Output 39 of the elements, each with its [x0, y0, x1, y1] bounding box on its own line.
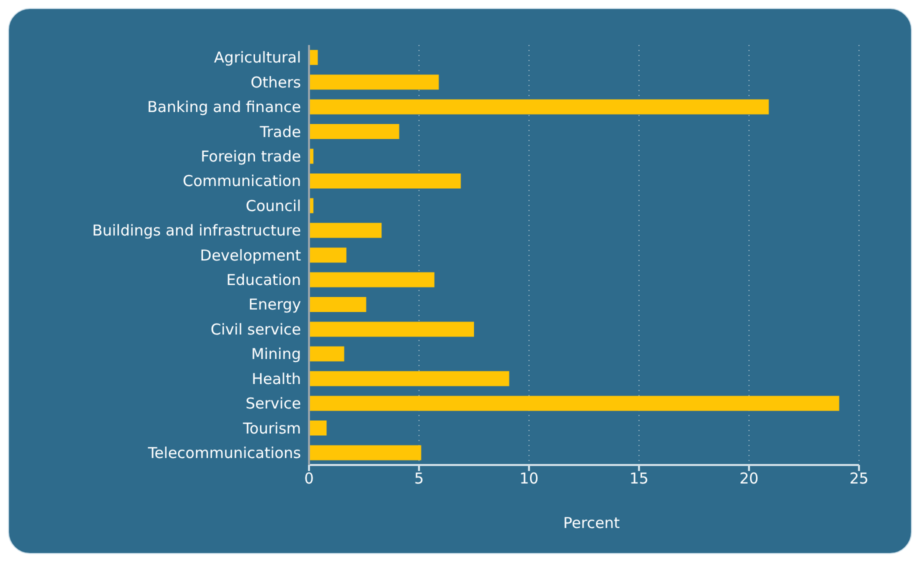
y-tick-label: Health — [252, 370, 301, 388]
y-tick-label: Trade — [258, 122, 301, 141]
y-tick-label: Others — [250, 73, 302, 92]
y-tick-label: Tourism — [242, 419, 301, 438]
x-tick-label: 20 — [739, 470, 759, 488]
bar — [309, 396, 840, 411]
y-tick-label: Mining — [251, 345, 301, 364]
bar — [309, 222, 382, 238]
x-axis-title: Percent — [562, 514, 621, 532]
bar — [309, 124, 400, 140]
x-tick-label: 25 — [849, 470, 869, 488]
x-tick-label: 5 — [414, 470, 424, 488]
y-tick-label: Agricultural — [214, 48, 301, 67]
bar — [309, 297, 366, 312]
bar — [309, 420, 327, 436]
y-tick-label: Service — [246, 394, 301, 413]
x-tick-label: 10 — [519, 470, 539, 488]
bar — [309, 99, 769, 114]
y-tick-label: Telecommunications — [146, 444, 302, 462]
y-tick-label: Education — [226, 271, 301, 290]
bar — [309, 248, 346, 263]
bar — [309, 346, 344, 362]
bar — [309, 322, 474, 337]
y-tick-label: Civil service — [210, 320, 301, 338]
x-tick-label: 0 — [304, 470, 314, 488]
bar — [309, 272, 434, 288]
y-tick-label: Foreign trade — [200, 148, 301, 166]
bar — [309, 371, 510, 386]
x-tick-label: 15 — [629, 470, 649, 488]
bar — [309, 445, 422, 460]
bar — [309, 74, 439, 90]
y-tick-label: Development — [200, 246, 302, 264]
y-tick-label: Communication — [182, 172, 301, 190]
y-tick-label: Energy — [248, 296, 302, 314]
bar — [309, 50, 318, 65]
bar — [309, 173, 461, 188]
y-tick-label: Banking and finance — [147, 98, 301, 116]
y-tick-label: Buildings and infrastructure — [92, 222, 301, 240]
y-tick-label: Council — [246, 196, 301, 215]
